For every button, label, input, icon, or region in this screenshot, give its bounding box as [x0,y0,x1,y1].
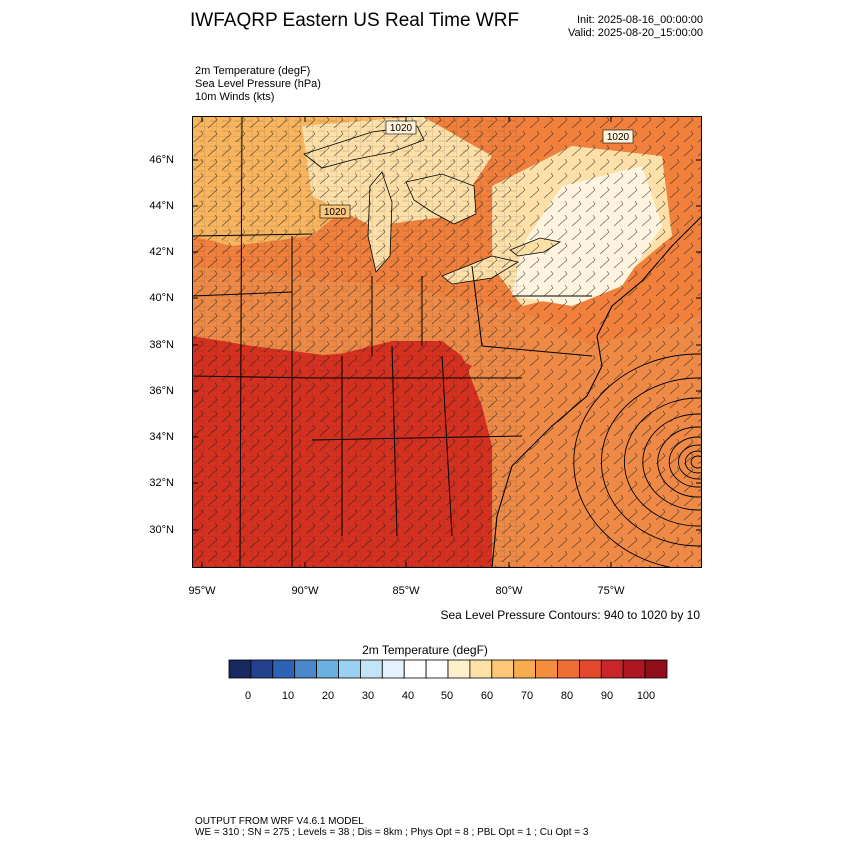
colorbar-swatch [359,659,383,679]
colorbar-swatch [381,659,405,679]
colorbar-swatch [316,659,339,679]
colorbar-tick: 60 [480,690,494,702]
colorbar-swatch [228,659,252,679]
pressure-contour-ring [623,397,702,527]
lat-label: 46°N [149,154,174,166]
lon-label: 85°W [392,585,420,597]
valid-time: Valid: 2025-08-20_15:00:00 [568,27,703,39]
lat-label: 42°N [149,246,174,258]
lon-label: 75°W [597,585,625,597]
colorbar-swatch [491,659,515,679]
slp-contour-note: Sea Level Pressure Contours: 940 to 1020… [440,608,701,622]
colorbar-swatch [600,659,624,679]
lat-label: 38°N [149,339,174,351]
colorbar-tick: 30 [361,690,375,702]
colorbar-swatch [469,659,493,679]
field-label-pressure: Sea Level Pressure (hPa) [195,78,321,90]
contour-label-1020: 1020 [324,207,347,218]
colorbar-tick: 20 [321,690,335,702]
pressure-contour-ring [684,450,702,474]
temperature-colorbar [228,659,668,684]
colorbar-tick: 80 [560,690,574,702]
footer-config-line: WE = 310 ; SN = 275 ; Levels = 38 ; Dis … [195,827,589,838]
lon-label: 90°W [291,585,319,597]
pressure-contour-ring [657,426,702,498]
colorbar-swatch [425,659,449,679]
colorbar-tick: 90 [600,690,614,702]
colorbar-swatch [513,659,537,679]
lon-label: 95°W [188,585,216,597]
colorbar-tick: 70 [520,690,534,702]
colorbar-tick: 0 [244,690,252,702]
pressure-contour-ring [690,455,702,469]
init-time: Init: 2025-08-16_00:00:00 [577,14,703,26]
colorbar-tick: 10 [281,690,295,702]
lat-label: 34°N [149,431,174,443]
temperature-map: 1020 1020 1020 [192,116,702,568]
contour-label-1020: 1020 [607,132,630,143]
footer-model-line: OUTPUT FROM WRF V4.6.1 MODEL [195,816,364,827]
colorbar-swatch [578,659,602,679]
map-title: IWFAQRP Eastern US Real Time WRF [190,10,520,31]
colorbar-swatch [557,659,580,679]
field-label-winds: 10m Winds (kts) [195,91,275,103]
colorbar-swatch [403,659,427,679]
colorbar-swatch [250,659,274,679]
colorbar-tick: 50 [440,690,454,702]
map-border [192,116,702,568]
colorbar-swatches [228,659,668,679]
lat-label: 36°N [149,385,174,397]
wind-barbs [192,116,702,568]
field-label-temperature: 2m Temperature (degF) [195,65,311,77]
colorbar-tick: 40 [401,690,415,702]
map-panel: 1020 1020 1020 [192,116,702,568]
pressure-contour-1020-labels: 1020 1020 1020 [319,120,634,219]
hurricane-pressure-contours [573,353,702,568]
lat-label: 30°N [149,524,174,536]
colorbar-swatch [535,659,558,679]
colorbar-swatch [338,659,361,679]
lat-label: 32°N [149,477,174,489]
colorbar-swatch [644,659,668,679]
lat-label: 40°N [149,292,174,304]
pressure-contour-ring [600,377,702,547]
pressure-contour-ring [642,413,702,511]
colorbar-swatch [447,659,471,679]
contour-label-1020: 1020 [390,123,413,134]
axis-ticks [192,116,702,568]
colorbar-swatch [272,659,296,679]
lon-label: 80°W [495,585,523,597]
lat-label: 44°N [149,200,174,212]
colorbar-swatch [294,659,317,679]
pressure-contour-ring [573,353,702,568]
colorbar-title: 2m Temperature (degF) [362,643,488,657]
colorbar-tick: 100 [636,690,656,702]
pressure-contour-ring [678,444,702,480]
colorbar-swatch [622,659,646,679]
